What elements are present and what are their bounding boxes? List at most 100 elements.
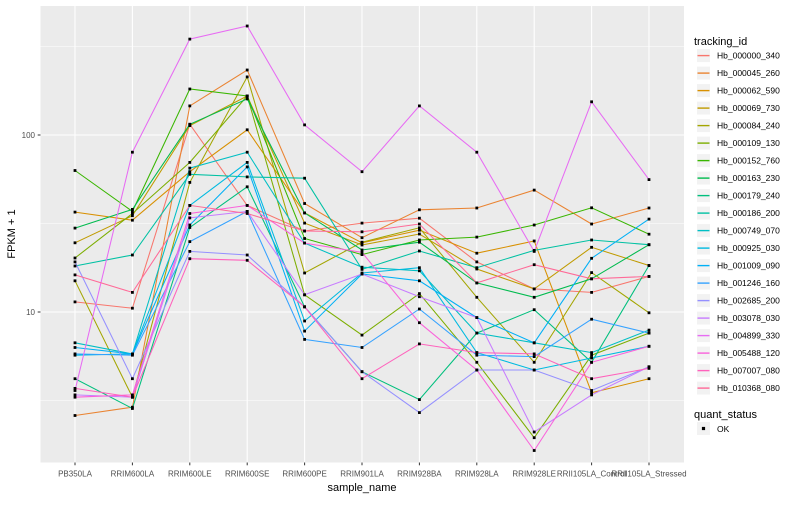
data-point	[73, 341, 77, 345]
data-point	[188, 37, 192, 41]
legend-item-label: Hb_000069_730	[717, 103, 780, 113]
data-point	[475, 235, 479, 239]
data-point	[188, 216, 192, 220]
legend-item: Hb_004899_330	[697, 329, 780, 343]
data-point	[303, 241, 306, 245]
data-point	[532, 295, 536, 299]
data-point	[131, 306, 134, 310]
data-point	[303, 221, 306, 225]
data-point	[360, 253, 364, 256]
legend-title-tracking-id: tracking_id	[694, 36, 747, 48]
data-point	[475, 316, 479, 319]
legend-item-label: Hb_000749_070	[717, 226, 780, 236]
data-point	[418, 321, 421, 325]
data-point	[418, 269, 421, 273]
data-point	[475, 260, 479, 264]
data-point	[590, 393, 593, 397]
data-point	[418, 232, 421, 236]
data-point	[647, 331, 651, 335]
data-point	[418, 342, 421, 346]
data-point	[418, 228, 421, 232]
legend-item: Hb_007007_080	[697, 364, 780, 378]
data-point	[73, 210, 77, 214]
data-point	[73, 389, 77, 392]
data-point	[532, 355, 536, 358]
legend-item: Hb_000045_260	[697, 66, 780, 80]
legend-item-label: Hb_003078_030	[717, 313, 780, 323]
data-point	[590, 353, 593, 357]
legend-item-label: Hb_000109_130	[717, 138, 780, 148]
data-point	[418, 398, 421, 401]
legend-item: Hb_000069_730	[697, 101, 780, 115]
data-point	[590, 391, 593, 395]
data-point	[303, 305, 306, 309]
data-point	[303, 237, 306, 240]
legend-item: Hb_000186_200	[697, 206, 780, 220]
data-point	[647, 264, 651, 267]
data-point	[418, 226, 421, 230]
legend-item: Hb_001009_090	[697, 259, 780, 273]
data-point	[73, 241, 77, 245]
axes: PB350LA RRIM600LA RRIM600LE RRIM600SE RRIM60…	[22, 131, 687, 479]
data-point	[73, 300, 77, 304]
data-point	[360, 265, 364, 269]
data-point	[245, 185, 249, 189]
data-point	[532, 188, 536, 192]
data-point	[647, 275, 651, 278]
data-point	[360, 236, 364, 240]
data-point	[360, 346, 364, 349]
data-point	[188, 87, 192, 91]
data-point	[245, 175, 249, 179]
data-point	[188, 226, 192, 229]
data-point	[131, 291, 134, 294]
data-point	[590, 351, 593, 354]
data-point	[245, 258, 249, 262]
data-point	[131, 377, 134, 381]
legend-item-label: Hb_000925_030	[717, 243, 780, 253]
data-point	[131, 208, 134, 211]
data-point	[188, 240, 192, 243]
data-point	[532, 368, 536, 372]
data-point	[532, 263, 536, 267]
data-point	[131, 210, 134, 213]
legend-item-label: Hb_002685_200	[717, 296, 780, 306]
data-point	[73, 260, 77, 264]
legend-item-label: Hb_004899_330	[717, 331, 780, 341]
data-point	[418, 292, 421, 295]
legend-item-label: Hb_010368_080	[717, 383, 780, 393]
x-tick-label: PB350LA	[58, 470, 92, 479]
data-point	[418, 208, 421, 212]
data-point	[245, 165, 249, 169]
data-point	[590, 389, 593, 392]
data-point	[73, 387, 77, 390]
x-axis-title: sample_name	[327, 482, 396, 494]
legend-item: Hb_010368_080	[697, 381, 780, 395]
data-point	[303, 338, 306, 341]
data-point	[360, 230, 364, 234]
data-point	[475, 281, 479, 285]
data-point	[475, 360, 479, 364]
data-point	[475, 295, 479, 299]
data-point	[188, 172, 192, 176]
data-point	[475, 353, 479, 357]
data-point	[188, 122, 192, 126]
data-point	[303, 229, 306, 233]
data-point	[360, 243, 364, 247]
data-point	[590, 100, 593, 104]
data-point	[245, 128, 249, 132]
data-point	[303, 123, 306, 127]
y-axis-title: FPKM + 1	[6, 209, 18, 258]
legend-item-label: Hb_000045_260	[717, 68, 780, 78]
legend-item-label: Hb_007007_080	[717, 366, 780, 376]
data-point	[131, 218, 134, 222]
data-point	[360, 240, 364, 244]
data-point	[303, 293, 306, 297]
data-point	[360, 370, 364, 374]
data-point	[73, 226, 77, 230]
data-point	[245, 94, 249, 98]
data-point	[475, 351, 479, 354]
data-point	[360, 268, 364, 271]
x-tick-label: RRII105LA_Stressed	[611, 470, 686, 479]
data-point	[590, 356, 593, 360]
